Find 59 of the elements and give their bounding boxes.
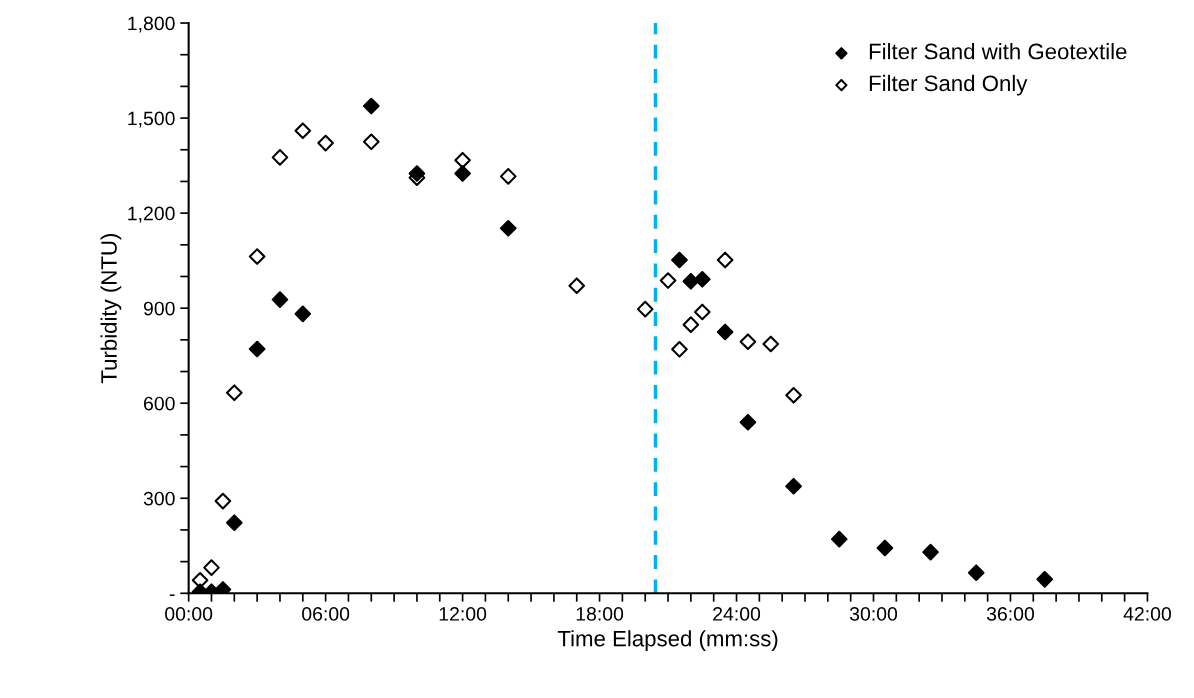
y-tick-label: 600 [144,396,175,411]
point [671,251,688,269]
point [682,316,700,333]
point [922,543,939,561]
point [739,413,757,431]
x-tick-label: 12:00 [439,607,487,621]
point [671,341,688,358]
point [225,514,243,531]
point [362,97,380,115]
point [1036,571,1054,588]
point [362,133,380,151]
x-tick-label: 24:00 [713,607,761,621]
point [294,305,312,323]
point [659,272,677,289]
point [499,168,517,185]
y-tick-label: 1,500 [128,111,175,128]
point [762,335,780,353]
point [739,333,757,351]
legend-label: Filter Sand Only [869,74,1028,96]
y-tick-label: 300 [143,491,175,506]
point [682,272,700,290]
x-tick-label: 06:00 [302,607,350,621]
y-tick-label: 900 [143,301,175,316]
point [716,323,734,341]
point [454,165,471,182]
point [967,564,985,582]
point [568,277,586,294]
point [214,492,232,510]
point [693,303,711,321]
point [317,134,334,152]
point [716,251,734,269]
x-tick-label: 36:00 [986,607,1035,621]
point [203,559,220,576]
x-tick-label: 00:00 [165,607,213,621]
point [271,291,289,308]
point [454,151,471,169]
point [830,530,848,548]
x-tick-label: 30:00 [849,607,898,621]
y-axis-title: Turbidity (NTU) [100,234,122,384]
point [248,248,266,265]
x-tick-label: 18:00 [576,607,624,621]
point [693,271,711,288]
point [248,340,266,358]
point [636,300,654,318]
y-tick-label: - [169,594,175,596]
y-tick-label: 1,200 [128,206,175,223]
x-tick-label: 42:00 [1123,607,1172,621]
point [408,165,426,182]
point [271,149,289,166]
y-tick-label: 1,800 [128,16,175,33]
point [785,477,802,495]
point [214,581,232,594]
legend-label: Filter Sand with Geotextile [869,43,1127,60]
point [294,122,312,140]
point [225,384,243,402]
point [499,220,517,237]
point [876,539,894,557]
point [785,386,802,404]
x-axis-title: Time Elapsed (mm:ss) [557,630,778,651]
